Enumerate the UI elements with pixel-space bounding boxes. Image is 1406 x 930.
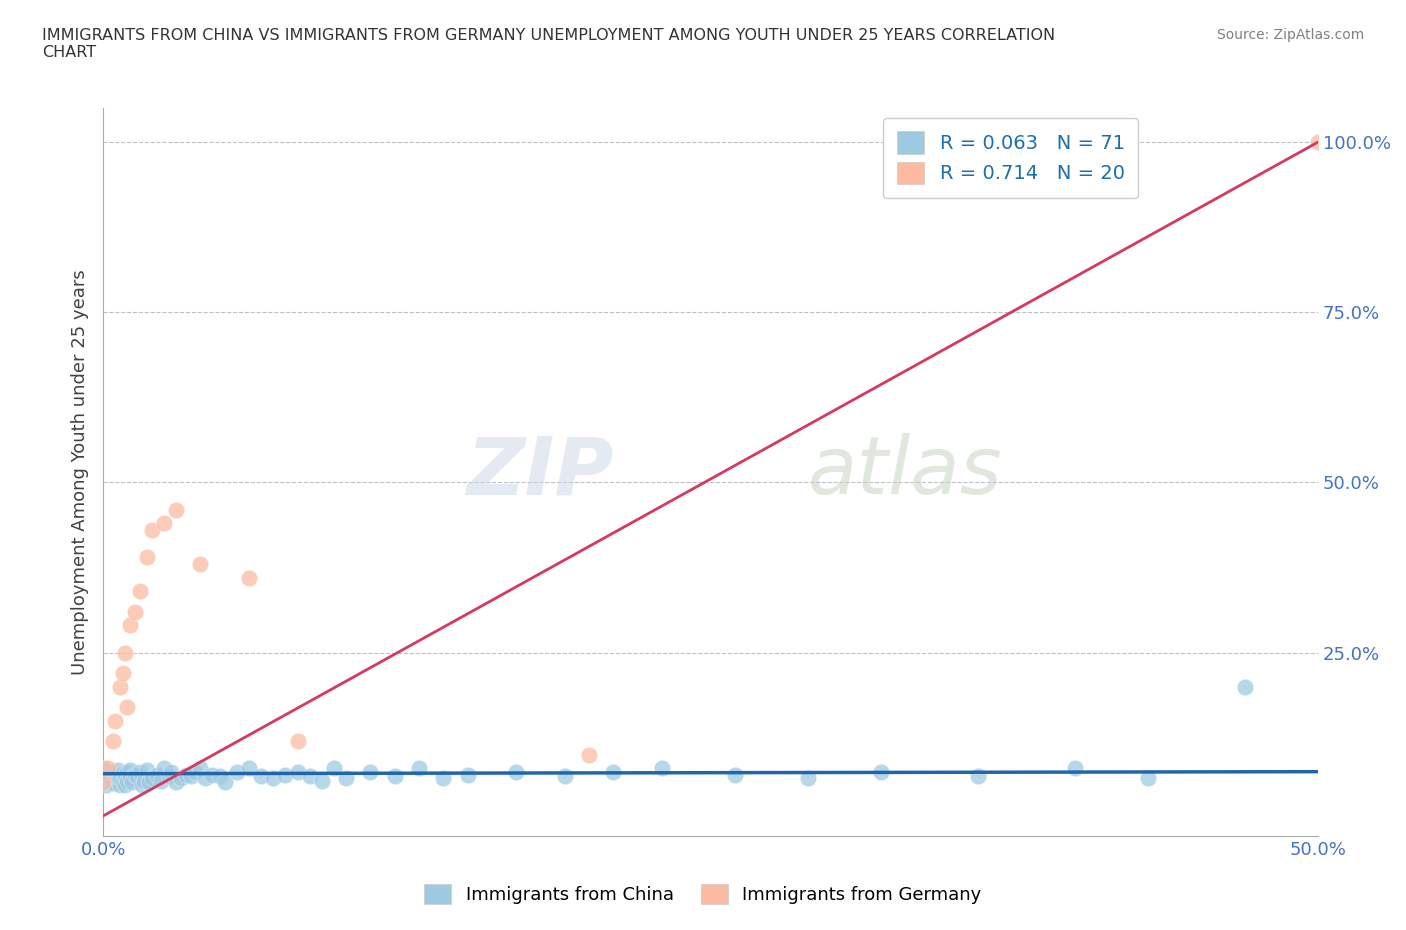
Point <box>114 777 136 792</box>
Point <box>91 775 114 790</box>
Point <box>117 773 139 788</box>
Legend: Immigrants from China, Immigrants from Germany: Immigrants from China, Immigrants from G… <box>418 876 988 911</box>
Point <box>602 764 624 779</box>
Point <box>118 771 141 786</box>
Point <box>384 769 406 784</box>
Point <box>554 769 576 784</box>
Point <box>153 761 176 776</box>
Point <box>107 773 129 788</box>
Point <box>967 769 990 784</box>
Point <box>208 769 231 784</box>
Point <box>165 775 187 790</box>
Point <box>108 770 131 785</box>
Point <box>160 764 183 779</box>
Point <box>174 767 197 782</box>
Text: Source: ZipAtlas.com: Source: ZipAtlas.com <box>1216 28 1364 42</box>
Point <box>108 679 131 694</box>
Point <box>141 771 163 786</box>
Point <box>114 769 136 784</box>
Point <box>578 747 600 762</box>
Point <box>287 764 309 779</box>
Point <box>335 771 357 786</box>
Point <box>165 502 187 517</box>
Point <box>124 604 146 619</box>
Point <box>97 767 120 782</box>
Point <box>505 764 527 779</box>
Point <box>104 769 127 784</box>
Point <box>323 761 346 776</box>
Point <box>97 761 120 776</box>
Point <box>1064 761 1087 776</box>
Point <box>170 771 193 786</box>
Point <box>117 699 139 714</box>
Point <box>135 550 157 565</box>
Point <box>108 777 131 792</box>
Point <box>225 764 247 779</box>
Point <box>91 775 114 790</box>
Point <box>274 767 297 782</box>
Point <box>1234 679 1257 694</box>
Text: IMMIGRANTS FROM CHINA VS IMMIGRANTS FROM GERMANY UNEMPLOYMENT AMONG YOUTH UNDER : IMMIGRANTS FROM CHINA VS IMMIGRANTS FROM… <box>42 28 1056 60</box>
Point <box>104 713 127 728</box>
Point <box>180 769 202 784</box>
Point <box>214 775 236 790</box>
Point <box>100 771 122 786</box>
Point <box>1137 771 1160 786</box>
Point <box>184 764 207 779</box>
Point <box>432 771 454 786</box>
Point <box>101 734 124 749</box>
Text: ZIP: ZIP <box>465 433 613 512</box>
Point <box>408 761 430 776</box>
Point <box>138 775 160 790</box>
Point <box>135 763 157 777</box>
Point <box>118 618 141 632</box>
Point <box>128 764 150 779</box>
Point <box>797 771 820 786</box>
Point <box>150 773 173 788</box>
Point <box>724 767 747 782</box>
Point <box>153 516 176 531</box>
Point <box>117 764 139 779</box>
Point <box>131 777 153 792</box>
Point <box>201 767 224 782</box>
Point <box>238 761 260 776</box>
Point <box>311 773 333 788</box>
Point <box>238 570 260 585</box>
Point <box>250 769 273 784</box>
Point <box>262 771 284 786</box>
Point <box>141 523 163 538</box>
Point <box>298 769 321 784</box>
Legend: R = 0.063   N = 71, R = 0.714   N = 20: R = 0.063 N = 71, R = 0.714 N = 20 <box>883 118 1139 198</box>
Point <box>359 764 381 779</box>
Point <box>188 761 211 776</box>
Point <box>457 767 479 782</box>
Point <box>121 775 143 790</box>
Point <box>651 761 673 776</box>
Point <box>124 767 146 782</box>
Point <box>145 767 167 782</box>
Point <box>114 645 136 660</box>
Text: atlas: atlas <box>808 433 1002 512</box>
Point <box>128 584 150 599</box>
Y-axis label: Unemployment Among Youth under 25 years: Unemployment Among Youth under 25 years <box>72 270 89 675</box>
Point <box>134 773 156 788</box>
Point <box>107 763 129 777</box>
Point <box>1308 135 1330 150</box>
Point <box>287 734 309 749</box>
Point <box>111 666 134 681</box>
Point <box>104 766 127 781</box>
Point <box>869 764 891 779</box>
Point <box>111 775 134 790</box>
Point <box>127 769 149 784</box>
Point <box>194 771 217 786</box>
Point <box>94 777 117 792</box>
Point <box>101 776 124 790</box>
Point <box>91 761 114 776</box>
Point <box>101 764 124 779</box>
Point <box>188 557 211 572</box>
Point <box>118 763 141 777</box>
Point <box>111 765 134 780</box>
Point <box>157 769 180 784</box>
